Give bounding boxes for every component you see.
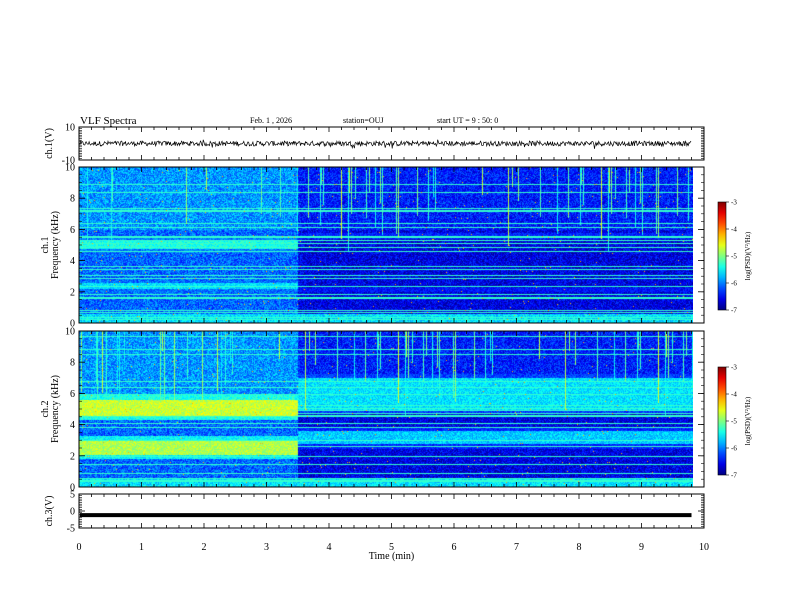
- ch3-waveform-ylabel: ch.3(V): [44, 496, 55, 527]
- ch2-spectrogram-channel-label: ch.2: [40, 401, 51, 418]
- ch1-spectrogram-colorbar-tick-label: -5: [731, 253, 737, 261]
- time-tick-label: 9: [639, 542, 644, 553]
- ch1-waveform-ytick-label: -10: [62, 156, 75, 167]
- ch2-spectrogram-ytick-label: 4: [70, 420, 75, 431]
- ch3-waveform-ytick-label: 5: [70, 490, 75, 501]
- ch2-spectrogram-ytick-label: 8: [70, 358, 75, 369]
- ch1-spectrogram-colorbar-tick-label: -4: [731, 226, 737, 234]
- ch2-spectrogram-panel: 0 2 4 6 8 10 ch.2 Frequency (kHz): [40, 327, 705, 494]
- ch1-waveform-trace: [79, 139, 692, 150]
- ch1-spectrogram-colorbar-tick-label: -6: [731, 280, 737, 288]
- time-tick-label: 1: [139, 542, 144, 553]
- figure-title: VLF Spectra: [80, 115, 137, 127]
- ch1-spectrogram-panel: 0 2 4 6 8 10 ch.1 Frequency (kHz): [40, 163, 705, 330]
- ch1-spectrogram-channel-label: ch.1: [40, 237, 51, 254]
- ch3-waveform-panel: 5 0 -5 ch.3(V): [44, 490, 705, 535]
- ch1-spectrogram-colorbar-tick-label: -3: [731, 199, 737, 207]
- time-tick-label: 6: [452, 542, 457, 553]
- ch3-waveform-ytick-label: -5: [67, 524, 75, 535]
- date-label: Feb. 1 , 2026: [250, 116, 292, 125]
- time-axis: 0 1 2 3 4 5 6 7 8 9 10 Time (min): [77, 542, 710, 562]
- ch2-spectrogram-colorbar-label: log(PSD)(V²/Hz): [744, 396, 752, 445]
- ch1-spectrogram-ylabel: Frequency (kHz): [50, 211, 61, 279]
- ch1-waveform-ytick-label: 10: [65, 123, 75, 134]
- ch3-waveform-ytick-label: 0: [70, 507, 75, 518]
- ch1-spectrogram-image: [79, 167, 693, 323]
- ch2-spectrogram-ytick-label: 10: [65, 327, 75, 338]
- time-axis-label: Time (min): [369, 551, 414, 562]
- ch1-spectrogram-ytick-label: 4: [70, 256, 75, 267]
- ch2-spectrogram-colorbar-tick-label: -6: [731, 445, 737, 453]
- ch1-spectrogram-ytick-label: 0: [70, 319, 75, 330]
- ch2-spectrogram-ylabel: Frequency (kHz): [50, 375, 61, 443]
- time-tick-label: 8: [577, 542, 582, 553]
- ch1-spectrogram-colorbar-scale: [717, 201, 727, 311]
- time-tick-label: 5: [389, 542, 394, 553]
- time-tick-label: 4: [327, 542, 332, 553]
- ch2-spectrogram-image: [79, 331, 693, 487]
- ch2-spectrogram-ytick-label: 0: [70, 483, 75, 494]
- ch1-spectrogram-ytick-label: 2: [70, 287, 75, 298]
- time-tick-label: 2: [202, 542, 207, 553]
- ch2-spectrogram-colorbar-tick-label: -7: [731, 472, 737, 480]
- time-tick-label: 7: [514, 542, 519, 553]
- ch2-spectrogram-ytick-label: 2: [70, 451, 75, 462]
- ch2-spectrogram-colorbar-tick-label: -3: [731, 364, 737, 372]
- time-tick-label: 3: [264, 542, 269, 553]
- start-time-label: start UT = 9 : 50: 0: [437, 116, 498, 125]
- ch1-spectrogram-ytick-label: 6: [70, 225, 75, 236]
- ch1-colorbar: -3 -4 -5 -6 -7 log(PSD)(V²/Hz): [717, 199, 752, 315]
- station-label: station=OUJ: [343, 116, 384, 125]
- time-tick-label: 10: [699, 542, 709, 553]
- ch1-spectrogram-ytick-label: 10: [65, 163, 75, 174]
- ch2-spectrogram-colorbar-tick-label: -4: [731, 391, 737, 399]
- time-tick-label: 0: [77, 542, 82, 553]
- ch3-waveform-frame: [78, 493, 705, 529]
- ch1-spectrogram-ytick-label: 8: [70, 194, 75, 205]
- ch2-spectrogram-ytick-label: 6: [70, 389, 75, 400]
- ch1-spectrogram-colorbar-tick-label: -7: [731, 307, 737, 315]
- ch2-colorbar: -3 -4 -5 -6 -7 log(PSD)(V²/Hz): [717, 364, 752, 480]
- ch2-spectrogram-colorbar-scale: [717, 366, 727, 476]
- ch1-waveform-panel: 10 -10 ch.1(V): [44, 123, 705, 167]
- ch1-spectrogram-colorbar-label: log(PSD)(V²/Hz): [744, 231, 752, 280]
- ch2-spectrogram-colorbar-tick-label: -5: [731, 418, 737, 426]
- ch1-waveform-ylabel: ch.1(V): [44, 128, 55, 159]
